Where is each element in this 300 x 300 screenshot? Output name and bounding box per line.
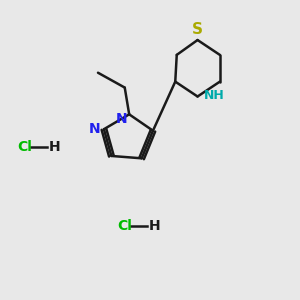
Text: H: H xyxy=(148,219,160,233)
Text: Cl: Cl xyxy=(117,219,132,233)
Text: H: H xyxy=(49,140,61,154)
Text: N: N xyxy=(116,112,128,126)
Text: N: N xyxy=(89,122,100,136)
Text: Cl: Cl xyxy=(18,140,33,154)
Text: S: S xyxy=(192,22,203,37)
Text: NH: NH xyxy=(204,89,225,102)
